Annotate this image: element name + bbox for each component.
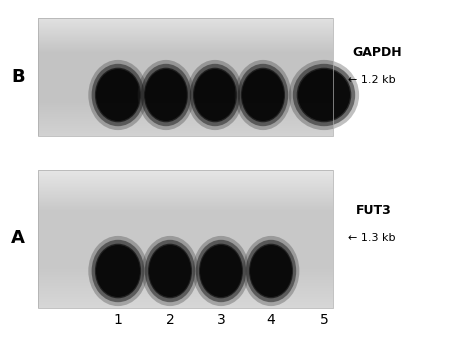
Text: 2: 2 xyxy=(165,313,174,327)
Ellipse shape xyxy=(190,64,240,126)
Ellipse shape xyxy=(235,60,292,130)
Text: 4: 4 xyxy=(266,313,275,327)
Ellipse shape xyxy=(145,69,187,121)
Ellipse shape xyxy=(249,244,293,298)
Ellipse shape xyxy=(246,240,296,302)
Ellipse shape xyxy=(145,240,195,302)
Text: ← 1.2 kb: ← 1.2 kb xyxy=(348,75,396,85)
Ellipse shape xyxy=(193,68,237,122)
Text: ← 1.3 kb: ← 1.3 kb xyxy=(348,233,395,243)
Ellipse shape xyxy=(293,64,355,126)
Ellipse shape xyxy=(243,236,300,306)
Ellipse shape xyxy=(96,69,140,121)
Ellipse shape xyxy=(88,60,148,130)
Ellipse shape xyxy=(141,64,191,126)
Ellipse shape xyxy=(250,245,292,297)
Ellipse shape xyxy=(142,236,198,306)
Ellipse shape xyxy=(96,245,140,297)
Ellipse shape xyxy=(91,64,145,126)
Ellipse shape xyxy=(95,244,141,298)
Ellipse shape xyxy=(298,69,350,121)
Ellipse shape xyxy=(242,69,284,121)
Ellipse shape xyxy=(199,244,243,298)
Ellipse shape xyxy=(196,240,246,302)
Ellipse shape xyxy=(192,236,249,306)
Ellipse shape xyxy=(149,245,191,297)
Bar xyxy=(38,18,333,136)
Ellipse shape xyxy=(289,60,359,130)
Text: B: B xyxy=(11,68,25,86)
Bar xyxy=(38,170,333,308)
Text: GAPDH: GAPDH xyxy=(352,45,401,58)
Ellipse shape xyxy=(88,236,148,306)
Ellipse shape xyxy=(187,60,243,130)
Text: 1: 1 xyxy=(114,313,122,327)
Ellipse shape xyxy=(194,69,236,121)
Ellipse shape xyxy=(297,68,351,122)
Ellipse shape xyxy=(200,245,242,297)
Text: 5: 5 xyxy=(319,313,328,327)
Ellipse shape xyxy=(144,68,188,122)
Text: 3: 3 xyxy=(217,313,225,327)
Ellipse shape xyxy=(148,244,192,298)
Ellipse shape xyxy=(137,60,194,130)
Ellipse shape xyxy=(91,240,145,302)
Ellipse shape xyxy=(95,68,141,122)
Text: FUT3: FUT3 xyxy=(356,203,392,216)
Ellipse shape xyxy=(238,64,288,126)
Text: A: A xyxy=(11,229,25,247)
Ellipse shape xyxy=(241,68,285,122)
